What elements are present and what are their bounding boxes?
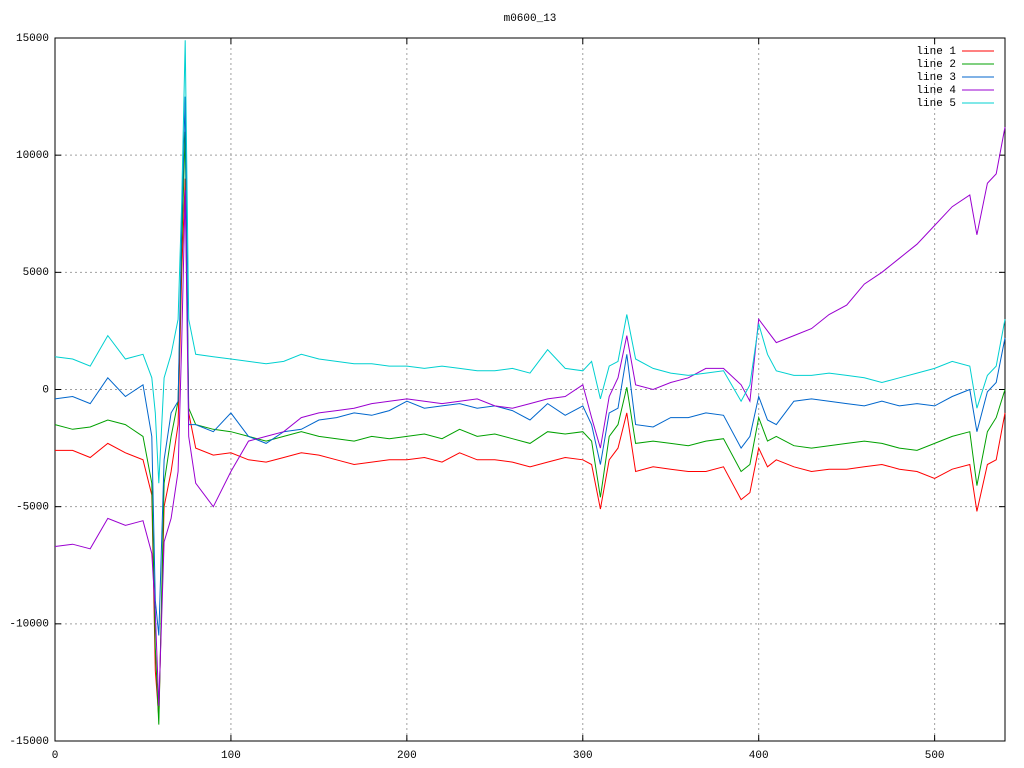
x-tick-label: 400 xyxy=(749,750,769,762)
y-tick-label: -10000 xyxy=(9,619,49,631)
x-tick-label: 200 xyxy=(397,750,417,762)
y-tick-label: 5000 xyxy=(23,267,49,279)
data-line xyxy=(55,178,1006,718)
x-tick-label: 100 xyxy=(221,750,241,762)
y-tick-label: -15000 xyxy=(9,736,49,748)
legend-label: line 4 xyxy=(916,85,956,97)
data-line xyxy=(54,96,1006,636)
y-tick-label: 0 xyxy=(42,384,49,396)
x-tick-label: 300 xyxy=(573,750,593,762)
x-tick-label: 0 xyxy=(52,750,59,762)
y-tick-label: 10000 xyxy=(16,150,49,162)
legend-label: line 2 xyxy=(916,59,956,71)
x-tick-label: 500 xyxy=(925,750,945,762)
legend-label: line 3 xyxy=(916,72,956,84)
y-tick-label: 15000 xyxy=(16,33,49,45)
chart-title: m0600_13 xyxy=(504,13,557,25)
y-tick-label: -5000 xyxy=(16,502,49,514)
data-line xyxy=(54,40,1006,484)
legend-label: line 5 xyxy=(916,98,956,110)
legend-label: line 1 xyxy=(916,46,956,58)
data-line xyxy=(54,126,1006,706)
data-line xyxy=(54,131,1006,725)
